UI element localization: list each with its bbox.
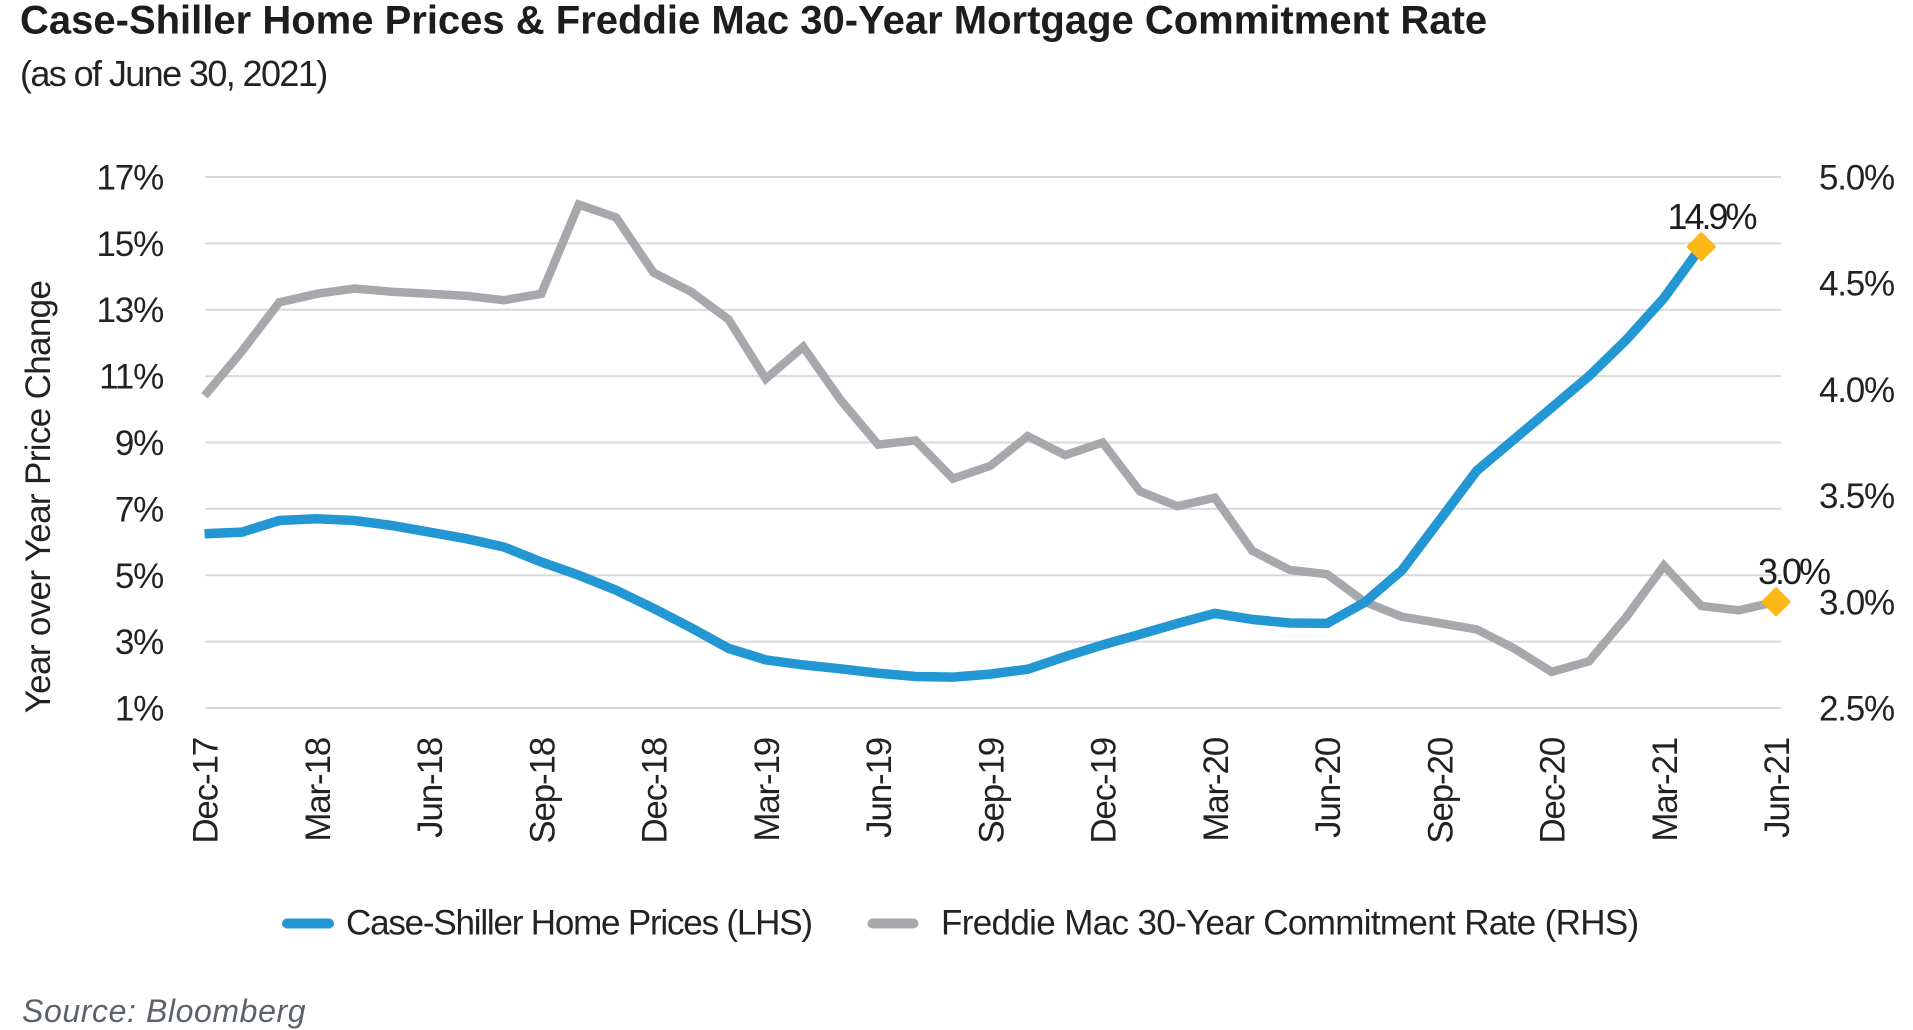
svg-text:Dec-19: Dec-19 — [1085, 738, 1124, 844]
svg-text:3%: 3% — [115, 623, 163, 662]
svg-text:Jun-21: Jun-21 — [1758, 738, 1797, 838]
svg-text:Dec-18: Dec-18 — [636, 738, 675, 844]
svg-text:3.5%: 3.5% — [1819, 477, 1894, 516]
svg-text:Sep-18: Sep-18 — [523, 738, 562, 844]
svg-text:2.5%: 2.5% — [1819, 690, 1894, 729]
svg-text:Jun-19: Jun-19 — [860, 738, 899, 838]
svg-text:Case-Shiller Home Prices (LHS): Case-Shiller Home Prices (LHS) — [346, 904, 812, 943]
svg-text:3.0%: 3.0% — [1758, 551, 1830, 592]
svg-text:Dec-20: Dec-20 — [1534, 737, 1573, 843]
svg-text:Case-Shiller Home Prices & Fre: Case-Shiller Home Prices & Freddie Mac 3… — [20, 0, 1487, 43]
svg-text:11%: 11% — [99, 358, 163, 397]
svg-text:Mar-20: Mar-20 — [1197, 737, 1236, 841]
svg-text:Mar-18: Mar-18 — [299, 738, 338, 842]
svg-text:Mar-19: Mar-19 — [748, 738, 787, 842]
svg-text:14.9%: 14.9% — [1667, 196, 1756, 237]
svg-text:15%: 15% — [97, 225, 164, 264]
svg-text:Mar-21: Mar-21 — [1646, 738, 1685, 842]
svg-text:4.5%: 4.5% — [1819, 265, 1894, 304]
svg-text:5%: 5% — [115, 557, 163, 596]
svg-text:4.0%: 4.0% — [1819, 371, 1894, 410]
svg-text:1%: 1% — [115, 690, 163, 729]
svg-text:Source: Bloomberg: Source: Bloomberg — [22, 993, 306, 1029]
svg-text:3.0%: 3.0% — [1819, 583, 1894, 622]
svg-text:Dec-17: Dec-17 — [187, 738, 226, 844]
svg-text:Sep-20: Sep-20 — [1421, 737, 1460, 843]
svg-text:Jun-20: Jun-20 — [1309, 737, 1348, 838]
svg-text:13%: 13% — [97, 291, 164, 330]
svg-text:Jun-18: Jun-18 — [411, 738, 450, 838]
svg-text:9%: 9% — [115, 424, 163, 463]
svg-text:(as of June 30, 2021): (as of June 30, 2021) — [20, 53, 327, 94]
svg-text:7%: 7% — [115, 490, 163, 529]
svg-text:Year over Year Price Change: Year over Year Price Change — [19, 281, 58, 714]
svg-text:17%: 17% — [97, 159, 164, 198]
svg-text:Freddie Mac 30-Year Commitment: Freddie Mac 30-Year Commitment Rate (RHS… — [941, 904, 1639, 943]
svg-text:5.0%: 5.0% — [1819, 159, 1894, 198]
svg-text:Sep-19: Sep-19 — [972, 738, 1011, 844]
